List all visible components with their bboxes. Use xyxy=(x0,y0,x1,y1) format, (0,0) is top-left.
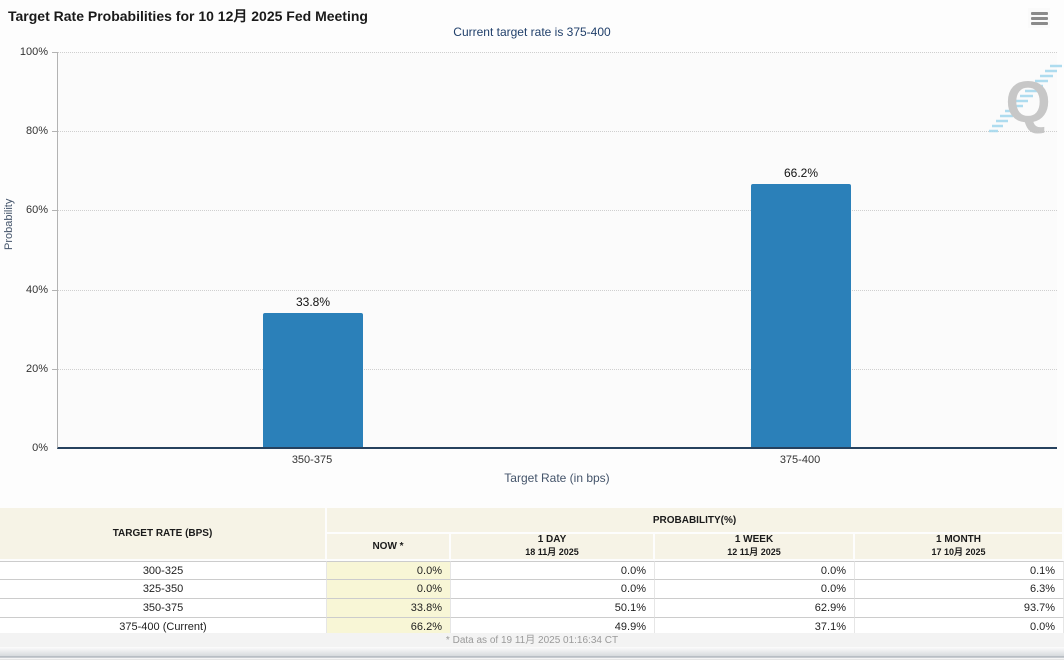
column-header-label: NOW * xyxy=(372,540,404,552)
y-tick-label: 0% xyxy=(32,442,48,454)
column-header-date: 18 11月 2025 xyxy=(525,547,579,557)
y-tick-mark xyxy=(52,131,57,132)
column-header-date: 12 11月 2025 xyxy=(727,547,781,557)
y-tick-label: 100% xyxy=(19,46,48,58)
bar-value-label: 66.2% xyxy=(783,166,819,180)
probability-table: TARGET RATE (BPS) PROBABILITY(%) NOW * 1… xyxy=(0,508,1064,637)
gridline-60 xyxy=(58,210,1057,211)
y-tick-mark xyxy=(52,369,57,370)
table-row: 300-325 0.0% 0.0% 0.0% 0.1% xyxy=(0,561,1064,580)
y-tick-mark xyxy=(52,210,57,211)
column-header-label: 1 WEEK xyxy=(734,534,774,545)
column-header-1-day: 1 DAY 18 11月 2025 xyxy=(451,534,655,561)
column-header-label: 1 MONTH xyxy=(936,534,982,545)
day-value-cell: 0.0% xyxy=(451,580,655,599)
week-value-cell: 62.9% xyxy=(655,599,855,618)
month-value-cell: 0.1% xyxy=(855,561,1064,580)
page-title: Target Rate Probabilities for 10 12月 202… xyxy=(8,8,368,24)
gridline-20 xyxy=(58,369,1057,370)
gridline-40 xyxy=(58,290,1057,291)
x-tick-label: 375-400 xyxy=(779,454,821,466)
now-value-cell: 33.8% xyxy=(327,599,451,618)
bottom-edge-strip xyxy=(0,647,1064,659)
hamburger-icon xyxy=(1030,22,1048,25)
rate-cell: 325-350 xyxy=(0,580,327,599)
gridline-100 xyxy=(58,52,1057,53)
table-row: 325-350 0.0% 0.0% 0.0% 6.3% xyxy=(0,580,1064,599)
bar-chart-plot-area: 33.8% 66.2% xyxy=(57,52,1062,449)
y-tick-label: 40% xyxy=(25,284,48,296)
y-tick-mark xyxy=(52,52,57,53)
data-as-of-note: * Data as of 19 11月 2025 01:16:34 CT xyxy=(0,633,1064,648)
column-header-target-rate: TARGET RATE (BPS) xyxy=(0,508,327,561)
x-tick-label: 350-375 xyxy=(291,454,333,466)
week-value-cell: 0.0% xyxy=(655,580,855,599)
y-tick-mark xyxy=(52,290,57,291)
hamburger-icon xyxy=(1030,17,1048,20)
now-value-cell: 0.0% xyxy=(327,561,451,580)
table-row: 350-375 33.8% 50.1% 62.9% 93.7% xyxy=(0,599,1064,618)
now-value-cell: 0.0% xyxy=(327,580,451,599)
bar-value-label: 33.8% xyxy=(295,295,331,309)
probability-bar-350-375 xyxy=(263,313,363,447)
column-group-header-probability: PROBABILITY(%) xyxy=(327,508,1064,534)
column-header-date: 17 10月 2025 xyxy=(931,547,986,557)
y-tick-label: 80% xyxy=(25,125,48,137)
week-value-cell: 0.0% xyxy=(655,561,855,580)
column-header-label: 1 DAY xyxy=(537,534,567,545)
y-tick-label: 60% xyxy=(25,204,48,216)
rate-cell: 350-375 xyxy=(0,599,327,618)
x-axis-title: Target Rate (in bps) xyxy=(504,471,610,485)
probability-bar-375-400 xyxy=(751,184,851,447)
column-header-now: NOW * xyxy=(327,534,451,561)
menu-button[interactable] xyxy=(1028,8,1050,28)
gridline-80 xyxy=(58,131,1057,132)
day-value-cell: 0.0% xyxy=(451,561,655,580)
quikstrike-q-logo-icon: Q xyxy=(989,64,1062,135)
hamburger-icon xyxy=(1030,12,1048,15)
quikstrike-watermark: Q xyxy=(987,62,1064,144)
month-value-cell: 93.7% xyxy=(855,599,1064,618)
rate-cell: 300-325 xyxy=(0,561,327,580)
day-value-cell: 50.1% xyxy=(451,599,655,618)
month-value-cell: 6.3% xyxy=(855,580,1064,599)
svg-text:Q: Q xyxy=(1005,70,1050,135)
column-header-1-month: 1 MONTH 17 10月 2025 xyxy=(855,534,1064,561)
y-tick-label: 20% xyxy=(25,363,48,375)
current-target-rate-subtitle: Current target rate is 375-400 xyxy=(453,25,611,39)
column-header-1-week: 1 WEEK 12 11月 2025 xyxy=(655,534,855,561)
